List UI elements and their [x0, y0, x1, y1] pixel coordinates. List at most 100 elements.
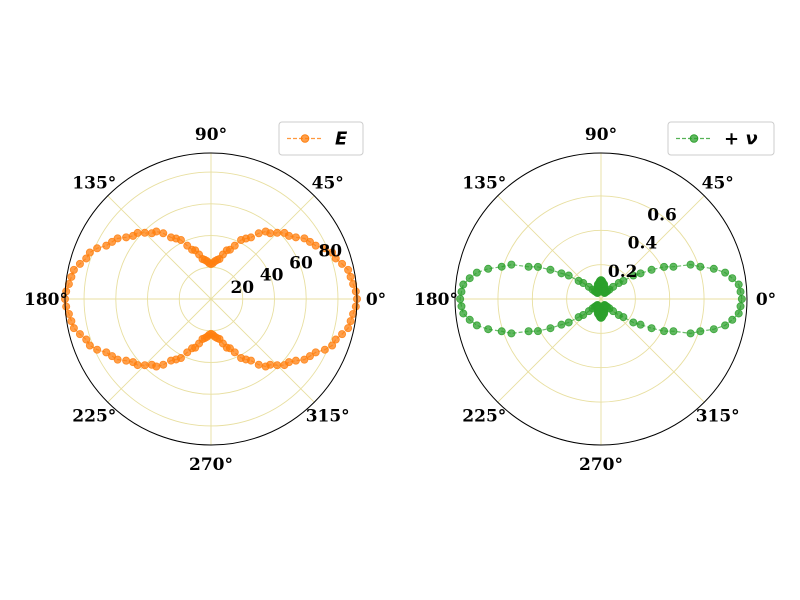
- legend: + ν: [667, 121, 775, 156]
- data-point: [93, 244, 102, 253]
- data-point: [647, 324, 656, 333]
- data-point: [344, 265, 353, 274]
- data-point: [273, 361, 282, 370]
- data-point: [459, 280, 468, 289]
- data-point: [108, 237, 117, 246]
- data-point: [300, 234, 309, 243]
- angle-tick-label: 225°: [462, 407, 506, 427]
- data-point: [736, 287, 745, 296]
- angular-gridline: [210, 298, 315, 403]
- data-point: [133, 361, 142, 370]
- data-point: [736, 302, 745, 311]
- data-point: [140, 228, 149, 237]
- data-point: [457, 287, 466, 296]
- data-point: [320, 244, 329, 253]
- data-point: [734, 280, 743, 289]
- radial-tick-label: 0.4: [628, 234, 658, 254]
- data-point: [93, 345, 102, 354]
- data-point: [113, 234, 122, 243]
- data-point: [484, 325, 493, 334]
- angle-tick-label: 270°: [579, 455, 623, 475]
- data-point: [629, 271, 638, 280]
- data-point: [328, 341, 337, 350]
- data-point: [254, 360, 263, 369]
- data-point: [524, 327, 533, 336]
- data-point: [311, 348, 320, 357]
- data-point: [62, 302, 71, 311]
- data-point: [69, 324, 78, 333]
- data-point: [331, 335, 340, 344]
- data-point: [696, 327, 705, 336]
- angle-tick-label: 225°: [72, 407, 116, 427]
- angular-gridline: [107, 298, 212, 403]
- data-point: [728, 315, 737, 324]
- data-point: [300, 355, 309, 364]
- data-point: [524, 262, 533, 271]
- angular-gridline: [107, 195, 212, 300]
- data-point: [122, 233, 131, 242]
- data-point: [533, 327, 542, 336]
- data-point: [129, 231, 138, 240]
- data-point: [669, 262, 678, 271]
- data-point: [67, 317, 76, 326]
- data-point: [557, 320, 566, 329]
- data-point: [311, 241, 320, 250]
- data-point: [102, 241, 111, 250]
- legend-marker: [689, 134, 699, 143]
- data-point: [67, 272, 76, 281]
- data-point: [254, 229, 263, 238]
- data-point: [147, 229, 156, 238]
- data-point: [636, 320, 645, 329]
- radial-tick-label: 0.6: [647, 206, 677, 226]
- data-point: [465, 274, 474, 283]
- angle-tick-label: 270°: [189, 455, 233, 475]
- data-point: [108, 352, 117, 361]
- data-point: [669, 327, 678, 336]
- data-point: [338, 330, 347, 339]
- data-point: [62, 287, 71, 296]
- data-point: [686, 329, 695, 338]
- data-point: [291, 356, 300, 365]
- data-point: [507, 329, 516, 338]
- data-point: [75, 330, 84, 339]
- data-point: [546, 324, 555, 333]
- radial-tick-label: 60: [289, 254, 313, 274]
- legend-label: E: [335, 129, 348, 150]
- angle-tick-label: 0°: [366, 290, 386, 310]
- data-point: [497, 327, 506, 336]
- angle-tick-label: 315°: [306, 407, 350, 427]
- data-point: [338, 259, 347, 268]
- data-point: [122, 356, 131, 365]
- data-point: [351, 287, 360, 296]
- data-point: [721, 321, 730, 330]
- data-point: [546, 265, 555, 274]
- data-point: [351, 302, 360, 311]
- polar-frame: [454, 152, 748, 446]
- data-point: [140, 361, 149, 370]
- data-point: [579, 311, 588, 320]
- data-point: [721, 268, 730, 277]
- data-point: [660, 327, 669, 336]
- data-point: [564, 271, 573, 280]
- data-point: [484, 264, 493, 273]
- data-point: [497, 262, 506, 271]
- data-point: [82, 335, 91, 344]
- data-point: [344, 324, 353, 333]
- data-point: [614, 278, 623, 287]
- radial-tick-label: 20: [230, 278, 254, 298]
- angle-tick-label: 180°: [414, 290, 458, 310]
- data-point: [159, 229, 168, 238]
- data-point: [584, 282, 593, 291]
- data-point: [728, 274, 737, 283]
- radial-tick-label: 40: [260, 266, 284, 286]
- data-point: [237, 235, 246, 244]
- data-point: [331, 254, 340, 263]
- data-point: [69, 265, 78, 274]
- data-point: [574, 276, 583, 285]
- data-point: [320, 345, 329, 354]
- data-point: [533, 262, 542, 271]
- data-point: [346, 272, 355, 281]
- angle-tick-label: 180°: [24, 290, 68, 310]
- data-point: [619, 313, 628, 322]
